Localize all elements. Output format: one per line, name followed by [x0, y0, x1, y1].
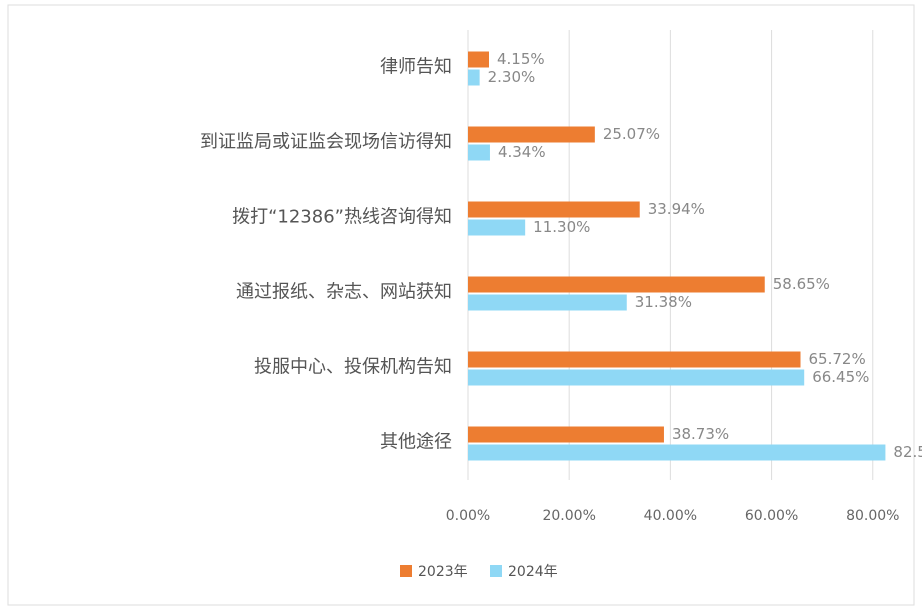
- category-label: 其他途径: [380, 432, 452, 453]
- bar: [468, 294, 627, 311]
- x-tick-label: 60.00%: [745, 508, 798, 524]
- bar: [468, 126, 595, 143]
- legend-swatch: [400, 565, 412, 577]
- category-label: 拨打“12386”热线咨询得知: [232, 207, 452, 228]
- frame: [7, 4, 915, 606]
- legend-label: 2024年: [508, 564, 558, 580]
- category-label: 律师告知: [380, 57, 452, 78]
- value-label: 82.50%: [893, 443, 922, 461]
- value-label: 33.94%: [648, 200, 705, 218]
- value-label: 2.30%: [488, 68, 536, 86]
- bar: [468, 276, 765, 293]
- legend-label: 2023年: [418, 564, 468, 580]
- x-tick-label: 0.00%: [446, 508, 490, 524]
- legend-swatch: [490, 565, 502, 577]
- x-tick-label: 40.00%: [644, 508, 697, 524]
- category-label: 投服中心、投保机构告知: [254, 357, 452, 378]
- bar: [468, 144, 490, 161]
- value-label: 4.15%: [497, 50, 545, 68]
- bar: [468, 219, 526, 236]
- value-label: 25.07%: [603, 125, 660, 143]
- x-tick-label: 20.00%: [542, 508, 595, 524]
- bar: [468, 426, 664, 443]
- category-label: 通过报纸、杂志、网站获知: [236, 282, 452, 303]
- value-label: 65.72%: [809, 350, 866, 368]
- value-label: 11.30%: [533, 218, 590, 236]
- category-label: 到证监局或证监会现场信访得知: [200, 132, 452, 153]
- bar: [468, 69, 480, 86]
- bar: [468, 444, 886, 461]
- value-label: 31.38%: [635, 293, 692, 311]
- bar: [468, 369, 805, 386]
- value-label: 66.45%: [812, 368, 869, 386]
- bar: [468, 351, 801, 368]
- value-label: 58.65%: [773, 275, 830, 293]
- bar: [468, 51, 489, 68]
- value-label: 38.73%: [672, 425, 729, 443]
- value-label: 4.34%: [498, 143, 546, 161]
- bar: [468, 201, 640, 218]
- x-tick-label: 80.00%: [846, 508, 899, 524]
